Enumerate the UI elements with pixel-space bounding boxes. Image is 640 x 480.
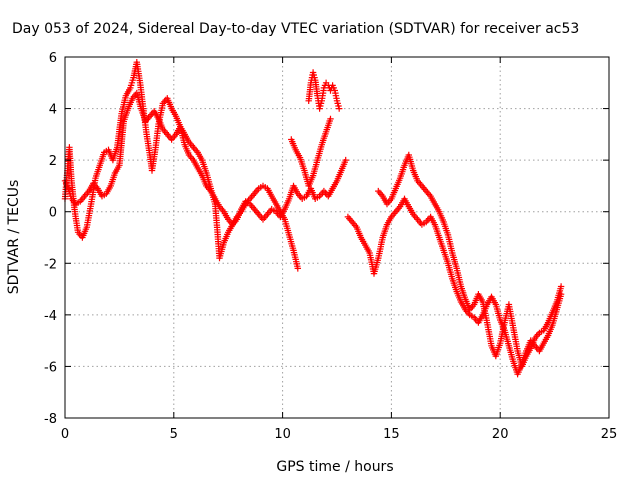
y-tick-label: 2 (49, 154, 57, 169)
y-tick-label: -8 (44, 412, 57, 427)
y-axis-label: SDTVAR / TECUs (6, 180, 22, 295)
y-tick-label: 6 (49, 51, 57, 66)
data-marks (61, 59, 565, 378)
y-tick-label: -4 (44, 309, 57, 324)
data-point (327, 115, 334, 123)
series-track-4 (288, 115, 334, 190)
x-tick-label: 20 (492, 427, 509, 442)
x-axis-label: GPS time / hours (276, 459, 393, 475)
y-tick-label: -2 (44, 257, 57, 272)
plot-frame (64, 56, 610, 419)
series-track-6 (375, 151, 565, 370)
data-point (336, 105, 343, 112)
data-point (342, 156, 349, 164)
axis-ticks: 0 5 10 15 20 25 -8 -6 -4 -2 0 2 4 6 (44, 51, 617, 442)
series-track-5 (344, 195, 565, 378)
x-tick-label: 15 (383, 427, 400, 442)
data-point (294, 265, 301, 272)
x-tick-label: 0 (61, 427, 69, 442)
data-point (557, 283, 565, 290)
series-track-1 (61, 59, 349, 241)
series-track-2 (61, 89, 301, 272)
x-tick-label: 10 (274, 427, 291, 442)
chart-title: Day 053 of 2024, Sidereal Day-to-day VTE… (12, 21, 579, 37)
series-track-3 (305, 69, 343, 112)
gridlines (65, 57, 609, 418)
x-tick-label: 5 (170, 427, 178, 442)
y-tick-label: 4 (49, 103, 57, 118)
y-tick-label: 0 (49, 206, 57, 221)
x-tick-label: 25 (601, 427, 618, 442)
y-tick-label: -6 (44, 360, 57, 375)
